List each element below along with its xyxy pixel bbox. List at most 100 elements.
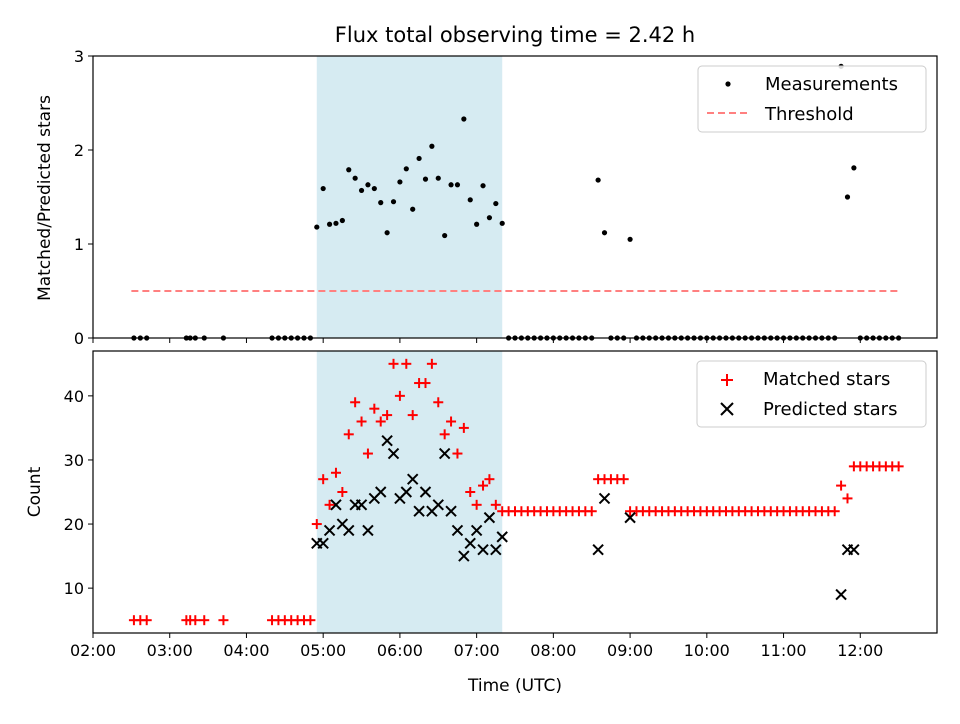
measurement-point xyxy=(486,215,493,221)
x-tick-label: 12:00 xyxy=(837,641,883,660)
predicted-star-point xyxy=(451,524,464,537)
matched-star-point xyxy=(343,429,354,440)
bottom-panel-frame xyxy=(92,350,938,634)
measurement-point xyxy=(595,177,601,183)
matched-star-point xyxy=(401,358,412,369)
matched-star-point xyxy=(382,410,393,421)
predicted-star-point xyxy=(317,537,329,549)
bottom-legend: Matched stars Predicted stars xyxy=(696,360,927,428)
predicted-star-point xyxy=(490,543,502,556)
measurement-point xyxy=(397,179,403,185)
measurement-point xyxy=(448,182,454,188)
bottom-panel: 02:00 03:00 04:00 05:00 06:00 07:00 08:00 09:00… xyxy=(25,350,938,696)
y-tick-label: 2 xyxy=(74,141,84,160)
predicted-star-point xyxy=(470,524,483,537)
predicted-star-point xyxy=(343,524,355,537)
matched-star-point xyxy=(218,615,229,626)
predicted-star-point xyxy=(419,486,432,498)
predicted-star-point xyxy=(381,435,393,447)
matched-star-point xyxy=(141,615,152,626)
matched-star-point xyxy=(433,397,444,408)
measurement-point xyxy=(499,220,505,226)
predicted-star-point xyxy=(355,499,368,511)
predicted-star-point xyxy=(323,524,336,537)
matched-star-point xyxy=(446,416,457,427)
matched-star-point xyxy=(337,487,348,497)
measurement-point xyxy=(454,182,461,188)
top-y-axis-label: Matched/Predicted stars xyxy=(35,95,55,301)
legend-label-threshold: Threshold xyxy=(764,104,854,125)
matched-star-point xyxy=(318,474,329,485)
measurement-point xyxy=(851,165,857,171)
matched-star-point xyxy=(439,429,450,440)
y-tick-label: 30 xyxy=(64,451,84,470)
measurement-point xyxy=(390,199,397,205)
bottom-legend-box xyxy=(696,360,927,428)
legend-marker-predicted xyxy=(720,402,734,416)
measurement-point xyxy=(333,220,339,226)
measurement-point xyxy=(365,182,371,188)
matched-star-point xyxy=(407,410,418,421)
predicted-star-point xyxy=(375,486,387,498)
measurement-point xyxy=(435,175,441,181)
matched-star-point xyxy=(356,416,367,427)
matched-star-point xyxy=(362,448,373,459)
measurement-point xyxy=(480,183,486,189)
matched-star-point xyxy=(458,422,469,433)
measurement-point xyxy=(416,155,422,162)
top-panel-frame xyxy=(92,55,938,339)
matched-star-point xyxy=(199,615,210,626)
legend-label-measurements: Measurements xyxy=(765,74,898,95)
y-tick-label: 10 xyxy=(64,579,84,598)
matched-star-point xyxy=(829,506,840,517)
measurement-point xyxy=(320,185,326,192)
predicted-star-point xyxy=(624,511,636,524)
chart-title: Flux total observing time = 2.42 h xyxy=(335,23,695,47)
matched-star-point xyxy=(484,474,495,485)
measurement-point xyxy=(352,175,358,181)
predicted-star-point xyxy=(387,447,400,460)
x-tick-label: 02:00 xyxy=(70,641,116,660)
predicted-star-point xyxy=(413,505,425,517)
matched-star-point xyxy=(324,499,335,510)
x-tick-label: 05:00 xyxy=(300,641,346,660)
matched-star-point xyxy=(452,448,463,459)
predicted-star-point xyxy=(592,543,604,556)
matched-star-point xyxy=(471,499,482,510)
matched-star-point xyxy=(394,390,405,401)
x-tick-label: 08:00 xyxy=(530,641,576,660)
matched-star-point xyxy=(465,487,476,497)
measurement-point xyxy=(844,194,851,200)
measurement-point xyxy=(339,217,345,224)
measurement-point xyxy=(384,230,390,236)
matched-star-point xyxy=(369,403,380,414)
top-legend-box xyxy=(697,65,927,133)
x-tick-label: 09:00 xyxy=(607,641,653,660)
predicted-star-point xyxy=(483,511,496,524)
predicted-star-point xyxy=(458,550,470,562)
predicted-star-point xyxy=(432,499,444,511)
x-tick-label: 10:00 xyxy=(684,641,730,660)
x-axis-label: Time (UTC) xyxy=(467,676,562,696)
measurement-point xyxy=(461,116,467,122)
measurement-point xyxy=(410,206,416,212)
matched-star-point xyxy=(842,493,853,504)
matched-star-point xyxy=(478,480,489,491)
measurement-point xyxy=(378,200,384,206)
matched-star-point xyxy=(893,461,904,472)
y-tick-label: 3 xyxy=(74,47,84,66)
x-tick-label: 07:00 xyxy=(454,641,500,660)
predicted-star-point xyxy=(330,499,342,511)
predicted-star-point xyxy=(464,537,476,549)
matched-star-point xyxy=(388,358,399,369)
legend-label-matched: Matched stars xyxy=(763,369,890,390)
x-tick-label: 04:00 xyxy=(223,641,269,660)
matched-star-point xyxy=(350,397,361,408)
measurement-point xyxy=(326,221,333,227)
matched-star-point xyxy=(586,506,597,517)
predicted-star-point xyxy=(400,486,413,498)
measurement-point xyxy=(371,185,377,192)
matched-star-point xyxy=(420,378,431,389)
measurement-point xyxy=(403,166,409,172)
predicted-star-point xyxy=(477,543,489,556)
